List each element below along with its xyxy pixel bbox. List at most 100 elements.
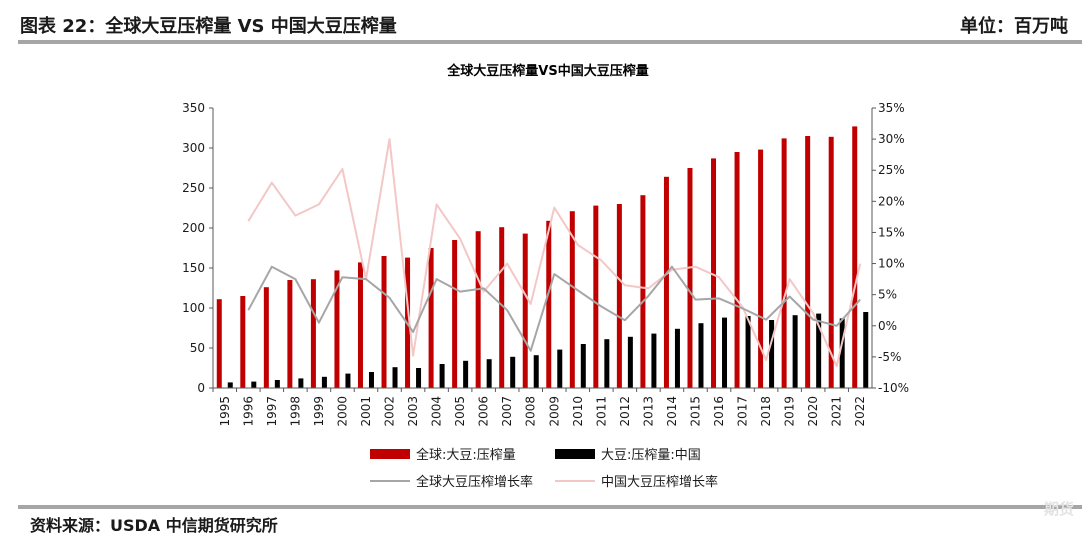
y-right-tick-label: 30% [878,132,905,146]
x-tick-label: 2006 [477,396,491,427]
legend-china-bar-label: 大豆:压榨量:中国 [601,447,701,463]
x-tick-label: 2018 [759,396,773,427]
bar-china-1996 [251,381,257,388]
bar-china-1998 [298,378,304,388]
bar-china-2012 [627,336,633,388]
y-right-tick-label: 10% [878,257,905,271]
bar-china-1999 [321,376,327,388]
x-tick-label: 2009 [547,396,561,427]
legend-global-growth-label: 全球大豆压榨增长率 [416,474,533,490]
bar-china-2022 [863,312,869,388]
x-tick-label: 2007 [500,396,514,427]
y-right-tick-label: 5% [878,288,897,302]
line-global-growth [247,265,861,352]
bar-china-2008 [533,355,539,388]
x-tick-label: 2017 [736,396,750,427]
y-left-tick-label: 350 [182,101,205,115]
bar-china-2011 [604,339,610,388]
x-tick-label: 2003 [406,396,420,427]
bar-china-2015 [698,323,704,388]
bar-global-2011 [593,205,599,388]
legend-china-bar-swatch [555,449,595,459]
bar-global-1996 [240,296,246,388]
x-tick-label: 1999 [312,396,326,427]
y-right-tick-label: 15% [878,225,905,239]
y-left-tick-label: 50 [190,341,205,355]
bar-china-2019 [792,315,798,388]
bar-china-2016 [722,317,728,388]
bar-global-1999 [310,279,316,388]
source-note: 资料来源：USDA 中信期货研究所 [30,516,278,535]
bar-global-2016 [711,158,717,388]
x-tick-label: 2019 [783,396,797,427]
x-tick-label: 2002 [383,396,397,427]
x-tick-label: 2014 [665,396,679,427]
y-right-tick-label: 20% [878,194,905,208]
bar-china-2017 [745,316,751,388]
bar-china-2014 [674,328,680,388]
bar-china-2013 [651,333,657,388]
bar-china-2001 [368,372,374,388]
legend-global-bar-swatch [370,449,410,459]
bar-global-2006 [475,231,481,388]
bar-global-2013 [640,195,646,388]
bar-global-2007 [499,227,505,388]
y-right-tick-label: 25% [878,163,905,177]
footer-rule [18,505,1082,509]
y-right-tick-label: -10% [878,381,909,395]
x-tick-label: 2001 [359,396,373,427]
y-left-tick-label: 200 [182,221,205,235]
bar-global-2012 [616,204,622,388]
bar-china-2021 [839,318,845,388]
x-tick-label: 2020 [806,396,820,427]
bar-china-1995 [227,382,233,388]
legend-global-bar-label: 全球:大豆:压榨量 [416,447,516,463]
bar-global-2019 [781,138,787,388]
bar-china-2007 [510,356,516,388]
y-right-tick-label: 35% [878,101,905,115]
y-right-tick-label: 0% [878,319,897,333]
x-tick-label: 2005 [453,396,467,427]
watermark: 期货 [1043,500,1074,518]
bar-global-2020 [805,136,811,388]
legend-china-growth-label: 中国大豆压榨增长率 [601,474,718,490]
y-right-tick-label: -5% [878,350,901,364]
bar-china-2010 [580,344,586,388]
bar-china-2018 [769,320,775,388]
x-tick-label: 2000 [335,396,349,427]
x-tick-label: 2021 [830,396,844,427]
y-left-tick-label: 250 [182,181,205,195]
header-rule [18,40,1082,44]
bar-global-2021 [828,136,834,388]
x-tick-label: 2012 [618,396,632,427]
x-tick-label: 1998 [288,396,302,427]
bar-global-2001 [357,262,363,388]
x-tick-label: 2013 [641,396,655,427]
bar-global-1995 [216,299,222,388]
bar-global-2009 [546,220,552,388]
bar-china-2000 [345,373,351,388]
x-tick-label: 2015 [688,396,702,427]
bar-global-2010 [569,211,575,388]
bar-global-2005 [452,240,458,388]
bar-china-2003 [416,368,422,388]
bar-global-1998 [287,280,293,388]
bar-global-2017 [734,152,740,388]
y-left-tick-label: 150 [182,261,205,275]
x-tick-label: 1996 [241,396,255,427]
x-tick-label: 1995 [218,396,232,427]
bar-global-2004 [428,248,434,388]
bar-china-2020 [816,313,822,388]
figure-title: 图表 22：全球大豆压榨量 VS 中国大豆压榨量 [20,16,397,37]
bar-global-1997 [263,287,269,388]
bar-global-2022 [852,126,858,389]
y-left-tick-label: 0 [197,381,205,395]
chart-title: 全球大豆压榨量VS中国大豆压榨量 [446,63,648,79]
x-tick-label: 2004 [430,396,444,427]
x-tick-label: 2016 [712,396,726,427]
unit-label: 单位：百万吨 [960,16,1068,37]
lines-layer [247,138,862,368]
x-tick-label: 2011 [594,396,608,427]
bar-global-2000 [334,270,340,388]
